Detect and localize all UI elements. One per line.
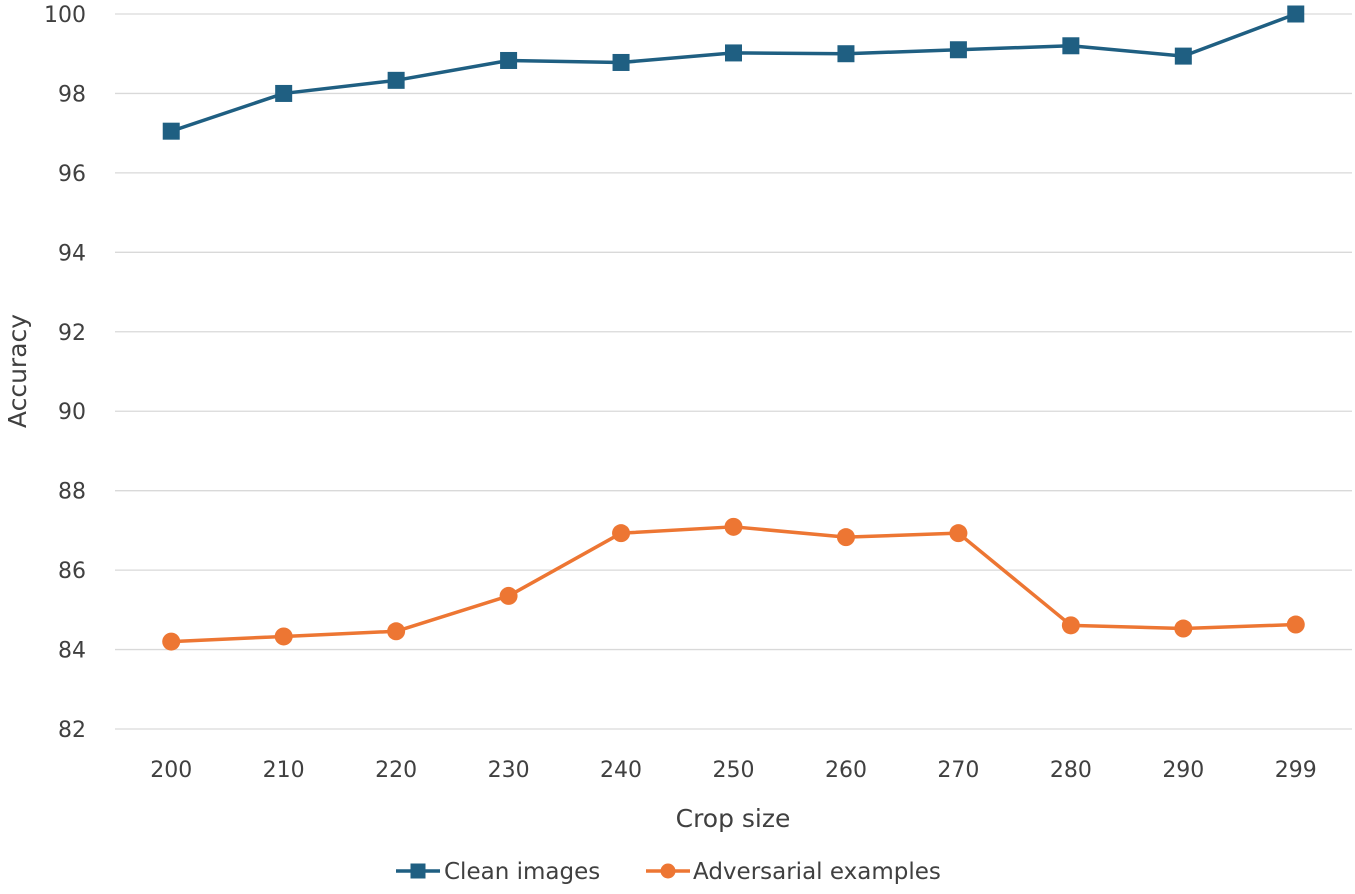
y-tick-label: 82 bbox=[58, 718, 86, 743]
y-axis-ticks: 82 84 86 88 90 92 94 96 98 100 bbox=[44, 3, 86, 743]
x-tick-label: 220 bbox=[375, 758, 417, 783]
data-point bbox=[1062, 37, 1080, 55]
legend-marker bbox=[660, 863, 676, 879]
x-tick-label: 290 bbox=[1162, 758, 1204, 783]
legend-label: Adversarial examples bbox=[693, 859, 941, 885]
y-tick-label: 92 bbox=[58, 321, 86, 346]
y-axis-title: Accuracy bbox=[3, 314, 32, 428]
data-point bbox=[1174, 47, 1192, 65]
x-tick-label: 260 bbox=[825, 758, 867, 783]
legend-label: Clean images bbox=[444, 859, 600, 885]
series-clean-images bbox=[162, 5, 1305, 140]
data-point bbox=[724, 517, 743, 536]
x-tick-label: 240 bbox=[600, 758, 642, 783]
data-point bbox=[949, 524, 968, 543]
y-tick-label: 90 bbox=[58, 400, 86, 425]
data-point bbox=[836, 528, 855, 547]
x-tick-label: 280 bbox=[1050, 758, 1092, 783]
data-point bbox=[274, 627, 293, 646]
data-point bbox=[1174, 619, 1193, 638]
x-axis-ticks: 200 210 220 230 240 250 260 270 280 290 299 bbox=[150, 758, 1317, 783]
data-point bbox=[1061, 616, 1080, 635]
x-tick-label: 250 bbox=[713, 758, 755, 783]
data-point bbox=[1287, 5, 1305, 23]
data-point bbox=[162, 632, 181, 651]
y-tick-label: 86 bbox=[58, 559, 86, 584]
y-tick-label: 84 bbox=[58, 639, 86, 664]
legend: Clean images Adversarial examples bbox=[396, 859, 941, 885]
x-tick-label: 299 bbox=[1275, 758, 1317, 783]
data-point bbox=[162, 122, 180, 140]
data-point bbox=[387, 71, 405, 89]
y-tick-label: 96 bbox=[58, 162, 86, 187]
x-axis-title: Crop size bbox=[676, 804, 791, 833]
data-point bbox=[500, 51, 518, 69]
data-point bbox=[837, 45, 855, 63]
legend-item: Adversarial examples bbox=[646, 859, 941, 885]
y-tick-label: 88 bbox=[58, 480, 86, 505]
x-tick-label: 210 bbox=[263, 758, 305, 783]
data-point bbox=[499, 586, 518, 605]
legend-marker bbox=[410, 863, 426, 879]
series-line bbox=[171, 525, 1296, 644]
data-point bbox=[275, 84, 293, 102]
y-tick-label: 100 bbox=[44, 3, 86, 28]
data-point bbox=[1286, 615, 1305, 634]
x-tick-label: 200 bbox=[150, 758, 192, 783]
data-point bbox=[949, 41, 967, 59]
x-tick-label: 230 bbox=[488, 758, 530, 783]
legend-item: Clean images bbox=[396, 859, 600, 885]
gridlines bbox=[115, 13, 1352, 730]
y-tick-label: 94 bbox=[58, 241, 86, 266]
data-point bbox=[612, 53, 630, 71]
series-adversarial-examples bbox=[162, 517, 1305, 651]
series-lines bbox=[162, 5, 1305, 651]
series-line bbox=[170, 12, 1297, 133]
data-point bbox=[725, 44, 742, 62]
y-tick-label: 98 bbox=[58, 82, 86, 107]
data-point bbox=[612, 524, 631, 543]
data-point bbox=[387, 622, 406, 641]
x-tick-label: 270 bbox=[937, 758, 979, 783]
